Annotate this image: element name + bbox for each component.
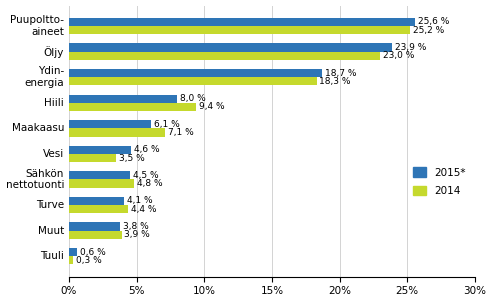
- Bar: [69, 128, 165, 137]
- Text: 4,4 %: 4,4 %: [131, 205, 156, 214]
- Text: 0,6 %: 0,6 %: [80, 248, 105, 257]
- Bar: [69, 43, 393, 52]
- Bar: [69, 18, 415, 26]
- Text: 9,4 %: 9,4 %: [199, 102, 224, 111]
- Text: 6,1 %: 6,1 %: [154, 120, 180, 129]
- Bar: [69, 120, 152, 128]
- Bar: [69, 171, 130, 179]
- Text: 25,6 %: 25,6 %: [418, 18, 450, 27]
- Text: 4,6 %: 4,6 %: [134, 145, 159, 154]
- Text: 4,5 %: 4,5 %: [132, 171, 158, 180]
- Text: 25,2 %: 25,2 %: [413, 26, 444, 35]
- Bar: [69, 248, 77, 256]
- Bar: [69, 77, 316, 85]
- Bar: [69, 69, 322, 77]
- Bar: [69, 154, 116, 162]
- Bar: [69, 95, 177, 103]
- Text: 3,5 %: 3,5 %: [119, 153, 145, 162]
- Text: 3,9 %: 3,9 %: [124, 230, 150, 239]
- Text: 7,1 %: 7,1 %: [168, 128, 193, 137]
- Bar: [69, 197, 124, 205]
- Text: 8,0 %: 8,0 %: [180, 94, 206, 103]
- Bar: [69, 26, 410, 34]
- Text: 18,7 %: 18,7 %: [325, 69, 356, 78]
- Bar: [69, 223, 121, 231]
- Bar: [69, 256, 73, 264]
- Text: 23,9 %: 23,9 %: [395, 43, 427, 52]
- Bar: [69, 103, 196, 111]
- Legend: 2015*, 2014: 2015*, 2014: [409, 163, 470, 200]
- Bar: [69, 146, 131, 154]
- Text: 3,8 %: 3,8 %: [123, 222, 149, 231]
- Text: 0,3 %: 0,3 %: [76, 256, 101, 265]
- Bar: [69, 231, 122, 239]
- Bar: [69, 179, 134, 188]
- Text: 18,3 %: 18,3 %: [319, 77, 351, 86]
- Text: 4,8 %: 4,8 %: [137, 179, 162, 188]
- Text: 23,0 %: 23,0 %: [383, 51, 414, 60]
- Bar: [69, 205, 128, 213]
- Text: 4,1 %: 4,1 %: [127, 197, 153, 205]
- Bar: [69, 52, 380, 60]
